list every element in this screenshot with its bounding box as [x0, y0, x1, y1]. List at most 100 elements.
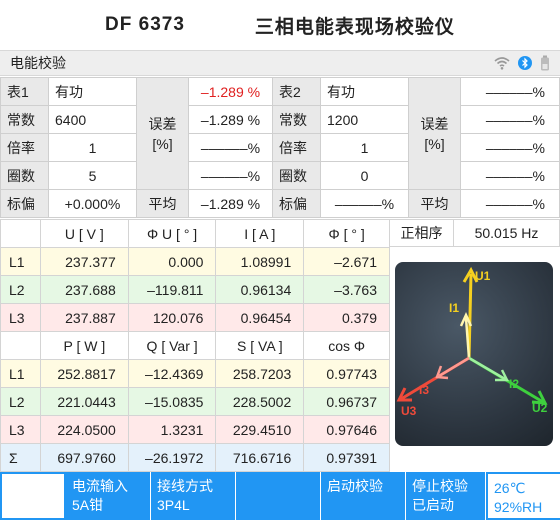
value-cell: –2.671 — [303, 247, 390, 276]
phase-label: L1 — [0, 359, 41, 388]
measurement-table: U [ V ] Φ U [ ° ] I [ A ] Φ [ ° ] L1 237… — [0, 219, 390, 472]
start-calibration-button[interactable]: 启动校验 — [321, 472, 406, 520]
meter2-const[interactable]: 1200 — [320, 105, 409, 134]
col-header-u: U [ V ] — [39, 219, 129, 248]
value-cell: –12.4369 — [127, 359, 217, 388]
meter2-label: 表2 — [272, 77, 321, 106]
meter1-avg: –1.289 % — [188, 189, 273, 218]
i2-label: I2 — [509, 377, 519, 391]
meter1-error-1: –1.289 % — [188, 77, 273, 106]
meter2-circles[interactable]: 0 — [320, 161, 409, 190]
wiring-mode-label: 接线方式 — [157, 478, 213, 494]
value-cell: 716.6716 — [215, 443, 305, 472]
i1-vector — [459, 311, 473, 359]
meter2-dev[interactable]: ––––––% — [320, 189, 409, 218]
value-cell: –119.811 — [127, 275, 217, 304]
humidity-value: 92%RH — [494, 499, 543, 515]
meter2-error-4: ––––––% — [460, 161, 560, 190]
meter2-ratio[interactable]: 1 — [320, 133, 409, 162]
frequency-readout: 50.015 Hz — [474, 225, 539, 241]
u2-label: U2 — [532, 401, 548, 415]
calibration-table: 表1 有功 误差 [%] –1.289 % 表2 有功 误差 [%] ––––––%… — [0, 77, 560, 218]
avg-label-1: 平均 — [136, 189, 189, 218]
table-row: L2 221.0443 –15.0835 228.5002 0.96737 — [0, 387, 390, 416]
col-header-phi: Φ [ ° ] — [303, 219, 390, 248]
meter1-const[interactable]: 6400 — [48, 105, 137, 134]
value-cell: 237.887 — [39, 303, 129, 332]
value-cell: –3.763 — [303, 275, 390, 304]
value-cell: 1.3231 — [127, 415, 217, 444]
table-row: L2 237.688 –119.811 0.96134 –3.763 — [0, 275, 390, 304]
value-cell: 258.7203 — [215, 359, 305, 388]
col-header-p: P [ W ] — [39, 331, 129, 360]
value-cell: 221.0443 — [39, 387, 129, 416]
meter1-const-label: 常数 — [0, 105, 49, 134]
meter1-circles-label: 圈数 — [0, 161, 49, 190]
meter2-circles-label: 圈数 — [272, 161, 321, 190]
value-cell: 0.96737 — [303, 387, 390, 416]
stop-calibration-label: 停止校验 — [412, 478, 468, 494]
meter2-const-label: 常数 — [272, 105, 321, 134]
avg-label-2: 平均 — [408, 189, 461, 218]
u1-label: U1 — [475, 269, 491, 283]
phase-sequence: 正相序 — [390, 220, 454, 246]
table-row: L1 237.377 0.000 1.08991 –2.671 — [0, 247, 390, 276]
col-header-s: S [ VA ] — [215, 331, 305, 360]
table-row: L3 237.887 120.076 0.96454 0.379 — [0, 303, 390, 332]
device-model: DF 6373 — [105, 14, 185, 35]
value-cell: 228.5002 — [215, 387, 305, 416]
i1-label: I1 — [449, 301, 459, 315]
value-cell: 237.688 — [39, 275, 129, 304]
bluetooth-icon[interactable] — [518, 55, 532, 71]
phase-label: Σ — [0, 443, 41, 472]
value-cell: 0.97646 — [303, 415, 390, 444]
corner-cell — [0, 331, 41, 360]
section-header: 电能校验 — [0, 50, 560, 76]
i3-label: I3 — [419, 383, 429, 397]
value-cell: –15.0835 — [127, 387, 217, 416]
value-cell: 0.97391 — [303, 443, 390, 472]
meter1-circles[interactable]: 5 — [48, 161, 137, 190]
device-name: 三相电能表现场校验仪 — [254, 16, 455, 38]
current-input-button[interactable]: 电流输入 5A钳 — [66, 472, 151, 520]
meter2-avg: ––––––% — [460, 189, 560, 218]
meter2-type[interactable]: 有功 — [320, 77, 409, 106]
value-cell: 0.97743 — [303, 359, 390, 388]
value-cell: 1.08991 — [215, 247, 305, 276]
meter1-type[interactable]: 有功 — [48, 77, 137, 106]
value-cell: 0.96134 — [215, 275, 305, 304]
phase-label: L3 — [0, 303, 41, 332]
meter1-ratio[interactable]: 1 — [48, 133, 137, 162]
empty-slot[interactable] — [0, 472, 66, 520]
page-title: DF 6373 三相电能表现场校验仪 — [0, 0, 560, 50]
meter1-error-4: ––––––% — [188, 161, 273, 190]
col-header-q: Q [ Var ] — [127, 331, 217, 360]
wiring-mode-value: 3P4L — [157, 497, 190, 513]
meter2-error-1: ––––––% — [460, 77, 560, 106]
meter2-dev-label: 标偏 — [272, 189, 321, 218]
meter1-dev[interactable]: +0.000% — [48, 189, 137, 218]
phase-label: L2 — [0, 387, 41, 416]
col-header-cos: cos Φ — [303, 331, 390, 360]
col-header-phi-u: Φ U [ ° ] — [127, 219, 217, 248]
phase-label: L2 — [0, 275, 41, 304]
wiring-mode-button[interactable]: 接线方式 3P4L — [151, 472, 236, 520]
empty-button[interactable] — [236, 472, 321, 520]
value-cell: –26.1972 — [127, 443, 217, 472]
calibration-status: 已启动 — [412, 497, 454, 513]
phase-label: L1 — [0, 247, 41, 276]
value-cell: 0.96454 — [215, 303, 305, 332]
value-cell: 697.9760 — [39, 443, 129, 472]
start-calibration-label: 启动校验 — [327, 478, 383, 494]
phasor-svg: U1 I1 U2 I2 U3 I3 — [396, 266, 548, 418]
meter1-label: 表1 — [0, 77, 49, 106]
section-title: 电能校验 — [10, 55, 66, 71]
temperature-value: 26℃ — [494, 480, 526, 496]
meter1-ratio-label: 倍率 — [0, 133, 49, 162]
value-cell: 252.8817 — [39, 359, 129, 388]
meter1-error-3: ––––––% — [188, 133, 273, 162]
stop-calibration-button[interactable]: 停止校验 已启动 — [406, 472, 486, 520]
meter2-ratio-label: 倍率 — [272, 133, 321, 162]
value-cell: 120.076 — [127, 303, 217, 332]
i3-vector — [435, 356, 470, 380]
